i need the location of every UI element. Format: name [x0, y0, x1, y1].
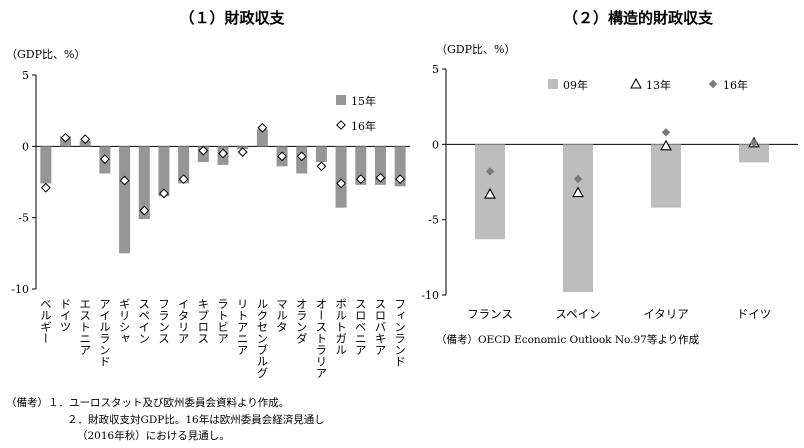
c1-legend-symbol — [336, 120, 346, 130]
c2-marker-16年 — [661, 128, 671, 137]
c1-category-label: オーストラリア — [314, 298, 328, 379]
c1-marker-16年 — [218, 148, 228, 159]
c1-category-label: スロベニア — [354, 298, 368, 356]
c1-bar — [315, 146, 327, 163]
chart1-legend: 15年 16年 — [336, 94, 376, 133]
c1-y-tick-label: -10 — [11, 283, 29, 296]
c1-category-label: スペイン — [137, 298, 151, 344]
c2-y-tick-label: -5 — [428, 214, 439, 227]
c1-legend-label: 16年 — [351, 119, 376, 133]
c1-marker-16年 — [277, 151, 287, 162]
chart-structural-balance: （２）構造的財政収支 （GDP比、%） 5 0 -5 -10 フランス スペイン イタリア… — [421, 9, 798, 346]
c2-legend-symbol — [630, 77, 642, 89]
chart1-unit-label: （GDP比、%） — [6, 48, 85, 61]
c1-category-label: ポルトガル — [334, 298, 348, 356]
c2-y-tick-label: -10 — [421, 289, 439, 302]
c1-y-tick-label: -5 — [18, 212, 29, 225]
c1-marker-16年 — [375, 172, 386, 183]
c2-legend-symbol — [708, 79, 718, 89]
c1-bar — [40, 146, 52, 184]
c1-category-label: スロバキア — [373, 298, 387, 356]
c2-note: （備考）OECD Economic Outlook No.97等より作成 — [436, 333, 700, 346]
c1-marker-16年 — [40, 182, 51, 193]
c1-legend-label: 15年 — [351, 94, 376, 108]
c2-category-label: ドイツ — [737, 307, 772, 321]
c1-marker-16年 — [336, 178, 347, 189]
c1-marker-16年 — [178, 174, 189, 185]
c1-note: （2016年秋）における見通し。 — [77, 429, 230, 442]
c2-y-tick-label: 0 — [432, 138, 439, 151]
c1-category-label: ラトビア — [216, 298, 230, 344]
c1-marker-16年 — [60, 132, 71, 143]
chart2-unit-label: （GDP比、%） — [436, 43, 515, 56]
c2-legend-label: 13年 — [646, 78, 671, 92]
c1-marker-16年 — [257, 122, 268, 133]
c1-category-label: マルタ — [275, 298, 289, 333]
c1-bar — [256, 129, 268, 147]
c1-note: （備考）１．ユーロスタット及び欧州委員会資料より作成。 — [6, 396, 289, 409]
c1-bar — [374, 146, 386, 185]
c1-category-label: アイルランド — [98, 298, 112, 367]
c1-category-label: ベルギー — [39, 298, 53, 344]
c2-marker-13年 — [572, 186, 584, 198]
c2-marker-16年 — [749, 138, 759, 148]
c1-bar — [355, 146, 367, 185]
c1-bar — [335, 146, 347, 208]
c2-category-label: スペイン — [555, 307, 600, 321]
c1-marker-16年 — [119, 175, 130, 186]
c2-marker-16年 — [485, 167, 495, 176]
c1-category-label: フランス — [157, 298, 171, 344]
c2-bar — [739, 144, 769, 163]
c1-category-label: オランダ — [295, 298, 309, 344]
c1-marker-16年 — [395, 174, 406, 185]
c1-marker-16年 — [296, 151, 307, 162]
c1-marker-16年 — [316, 161, 327, 172]
c1-marker-16年 — [237, 147, 248, 157]
c1-category-label: イタリア — [177, 298, 191, 344]
c1-category-label: エストニア — [78, 298, 92, 356]
c2-marker-13年 — [484, 187, 496, 199]
c1-bar — [119, 146, 131, 254]
c1-legend-swatch — [336, 95, 346, 105]
c2-y-tick-label: 5 — [432, 63, 439, 76]
c2-legend-label: 16年 — [723, 78, 748, 92]
c1-marker-16年 — [355, 174, 366, 185]
c2-bar — [651, 144, 681, 208]
c1-category-label: キプロス — [196, 298, 210, 344]
c1-bar — [394, 146, 406, 187]
c1-bar — [158, 146, 170, 197]
c1-category-label: ドイツ — [59, 298, 73, 333]
c2-bar — [563, 144, 593, 292]
chart-fiscal-balance: （１）財政収支 （GDP比、%） 5 0 -5 -10 ベルギー ドイツ エストニア アイル… — [6, 9, 410, 442]
c1-marker-16年 — [198, 145, 209, 156]
c1-category-label: リトアニア — [236, 298, 250, 356]
c1-marker-16年 — [139, 205, 150, 216]
chart2-legend: 09年 13年 16年 — [548, 77, 748, 92]
c1-marker-16年 — [99, 154, 110, 165]
c2-marker-13年 — [660, 139, 672, 151]
c1-category-label: フィンランド — [393, 298, 407, 367]
c2-marker-16年 — [573, 174, 583, 184]
c2-category-label: フランス — [467, 307, 513, 321]
c1-y-tick-label: 0 — [22, 140, 29, 153]
chart1-title: （１）財政収支 — [179, 9, 285, 27]
c1-category-label: ルクセンブルグ — [255, 298, 269, 379]
c1-bar — [178, 146, 190, 184]
chart2-title: （２）構造的財政収支 — [563, 9, 714, 27]
c1-category-label: ギリシャ — [118, 298, 132, 344]
c1-y-tick-label: 5 — [22, 69, 29, 82]
c2-legend-swatch — [548, 79, 558, 89]
c1-bar — [138, 146, 150, 220]
c2-category-label: イタリア — [643, 307, 689, 321]
c1-marker-16年 — [80, 134, 91, 145]
c2-legend-label: 09年 — [563, 78, 588, 92]
c1-note: ２．財政収支対GDP比。16年は欧州委員会経済見通し — [67, 413, 325, 426]
c1-marker-16年 — [159, 188, 169, 199]
